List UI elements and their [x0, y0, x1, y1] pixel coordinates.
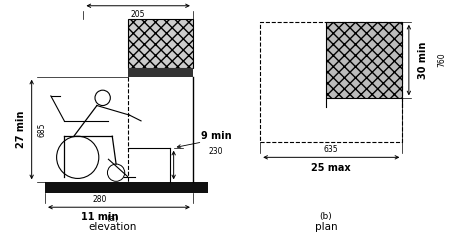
- Text: (a): (a): [106, 214, 119, 223]
- Circle shape: [95, 90, 110, 105]
- Circle shape: [57, 136, 99, 178]
- Text: 205: 205: [131, 10, 145, 19]
- Text: 230: 230: [209, 147, 223, 156]
- Bar: [128, 68, 193, 77]
- Text: 11 min: 11 min: [81, 212, 119, 222]
- Text: 25 max: 25 max: [312, 163, 351, 173]
- Text: 635: 635: [324, 145, 339, 154]
- Text: elevation: elevation: [88, 222, 136, 232]
- Text: 30 min: 30 min: [418, 41, 427, 79]
- Text: (b): (b): [319, 212, 332, 221]
- Bar: [260, 22, 402, 142]
- Bar: [128, 19, 193, 68]
- Text: 760: 760: [437, 53, 446, 67]
- Bar: [45, 182, 208, 193]
- Bar: [326, 22, 402, 98]
- Text: 27 min: 27 min: [16, 111, 26, 148]
- Circle shape: [107, 164, 125, 181]
- Text: 280: 280: [92, 195, 107, 204]
- Text: 8 min: 8 min: [123, 0, 154, 2]
- Text: plan: plan: [314, 222, 337, 232]
- Text: 9 min: 9 min: [201, 131, 231, 141]
- Text: 685: 685: [38, 122, 47, 137]
